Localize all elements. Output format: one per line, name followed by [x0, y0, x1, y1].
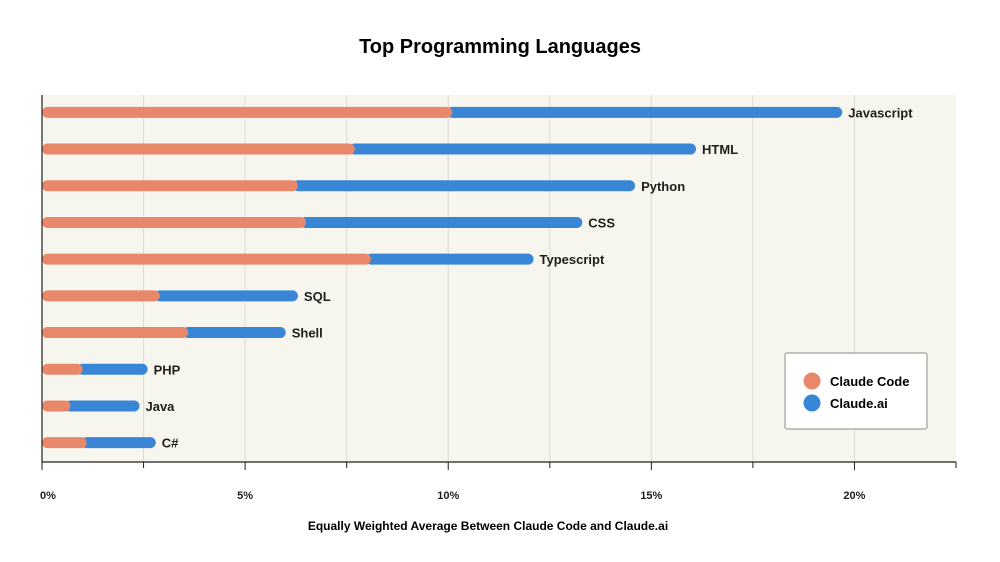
category-label: Python	[641, 179, 685, 194]
x-axis-title: Equally Weighted Average Between Claude …	[308, 519, 668, 533]
category-label: SQL	[304, 289, 331, 304]
bar-claude-ai	[292, 180, 636, 192]
x-tick-label: 15%	[640, 490, 662, 502]
bar-claude-code	[42, 143, 355, 155]
bar-claude-code	[42, 106, 453, 118]
bars: Javascript HTML Python CSS Typescript SQL Shel…	[42, 105, 913, 451]
bar-claude-ai	[182, 327, 286, 339]
category-label: Java	[145, 399, 175, 414]
bar-claude-code	[42, 363, 83, 375]
chart-title: Top Programming Languages	[359, 36, 641, 58]
legend-swatch-claude-code	[803, 372, 821, 390]
category-label: PHP	[154, 362, 181, 377]
x-tick-label: 20%	[843, 490, 865, 502]
legend-box	[784, 352, 928, 430]
bar-claude-code	[42, 290, 160, 302]
bar-claude-ai	[77, 363, 148, 375]
legend: Claude Code Claude.ai	[784, 352, 928, 430]
bar-claude-code	[42, 437, 87, 449]
bar-claude-code	[42, 327, 189, 339]
bar-claude-ai	[349, 143, 697, 155]
category-label: Typescript	[540, 252, 605, 267]
legend-label-claude-code: Claude Code	[830, 374, 909, 389]
x-tick-label: 10%	[437, 490, 459, 502]
bar-claude-ai	[81, 437, 156, 449]
category-label: Shell	[292, 326, 323, 341]
x-tick-label: 5%	[237, 490, 253, 502]
bar-claude-code	[42, 253, 372, 265]
category-label: Javascript	[848, 105, 913, 120]
category-label: CSS	[588, 215, 615, 230]
bar-claude-code	[42, 180, 298, 192]
bar-claude-ai	[154, 290, 298, 302]
legend-label-claude-ai: Claude.ai	[830, 396, 888, 411]
bar-claude-ai	[300, 216, 583, 228]
x-tick-label: 0%	[40, 490, 56, 502]
category-label: HTML	[702, 142, 738, 157]
bar-claude-code	[42, 216, 307, 228]
legend-swatch-claude-ai	[803, 394, 821, 412]
grid-lines	[143, 95, 855, 462]
bar-claude-code	[42, 400, 71, 412]
category-label: C#	[162, 436, 179, 451]
bar-claude-ai	[365, 253, 534, 265]
bar-claude-ai	[446, 106, 843, 118]
bar-claude-ai	[64, 400, 140, 412]
axes: 0% 5% 10% 15% 20%	[40, 95, 957, 502]
